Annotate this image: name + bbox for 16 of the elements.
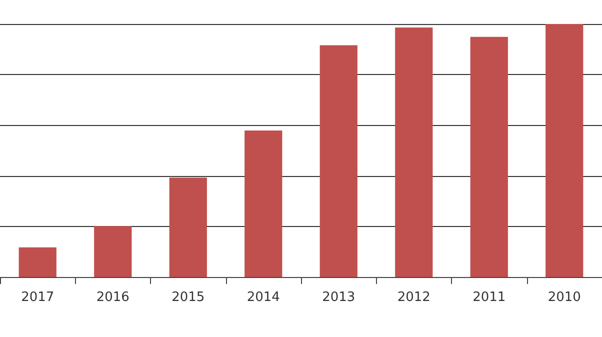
bar	[94, 226, 132, 277]
x-tick-label: 2013	[322, 290, 356, 305]
x-tick-label: 2011	[472, 290, 506, 305]
x-tick-label: 2015	[172, 290, 205, 305]
bar	[18, 247, 56, 277]
x-tick-label: 2010	[548, 290, 581, 305]
bar	[470, 36, 508, 277]
bar	[169, 178, 207, 277]
bar	[244, 130, 282, 277]
bar	[546, 24, 584, 277]
x-tick-label: 2016	[96, 290, 130, 305]
x-tick-label: 2012	[397, 290, 430, 305]
x-tick-label: 2017	[21, 290, 54, 305]
bar	[320, 45, 358, 277]
bar	[395, 28, 433, 277]
x-tick-label: 2014	[246, 290, 280, 305]
